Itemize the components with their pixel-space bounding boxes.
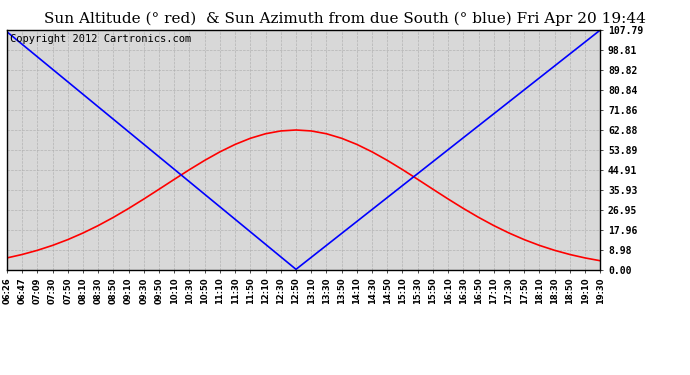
Text: Sun Altitude (° red)  & Sun Azimuth from due South (° blue) Fri Apr 20 19:44: Sun Altitude (° red) & Sun Azimuth from … [44,11,646,26]
Text: Copyright 2012 Cartronics.com: Copyright 2012 Cartronics.com [10,34,191,44]
